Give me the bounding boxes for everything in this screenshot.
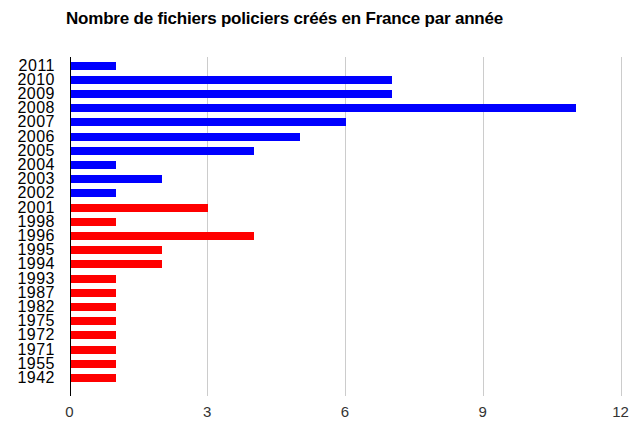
bar: [71, 133, 301, 141]
bar: [71, 147, 255, 155]
x-tick-label: 6: [325, 403, 365, 420]
bar: [71, 62, 117, 70]
bar: [71, 303, 117, 311]
bar-chart: Nombre de fichiers policiers créés en Fr…: [0, 0, 640, 438]
gridline: [621, 57, 622, 396]
bar: [71, 118, 347, 126]
bar: [71, 360, 117, 368]
bar: [71, 331, 117, 339]
bar: [71, 374, 117, 382]
x-tick-label: 3: [187, 403, 227, 420]
bar: [71, 246, 163, 254]
year-label: 1942: [0, 371, 55, 385]
bar: [71, 289, 117, 297]
bar: [71, 232, 255, 240]
x-tick-label: 12: [601, 403, 640, 420]
chart-title: Nombre de fichiers policiers créés en Fr…: [66, 9, 503, 29]
bar: [71, 104, 576, 112]
bar: [71, 317, 117, 325]
bar: [71, 346, 117, 354]
bar: [71, 189, 117, 197]
bar: [71, 76, 392, 84]
x-tick-label: 0: [50, 403, 90, 420]
plot-area: 2011201020092008200720062005200420032002…: [0, 57, 640, 396]
bar: [71, 161, 117, 169]
bar: [71, 260, 163, 268]
bar: [71, 204, 209, 212]
bar: [71, 275, 117, 283]
bar: [71, 175, 163, 183]
x-tick-label: 9: [463, 403, 503, 420]
bar: [71, 218, 117, 226]
bar: [71, 90, 392, 98]
